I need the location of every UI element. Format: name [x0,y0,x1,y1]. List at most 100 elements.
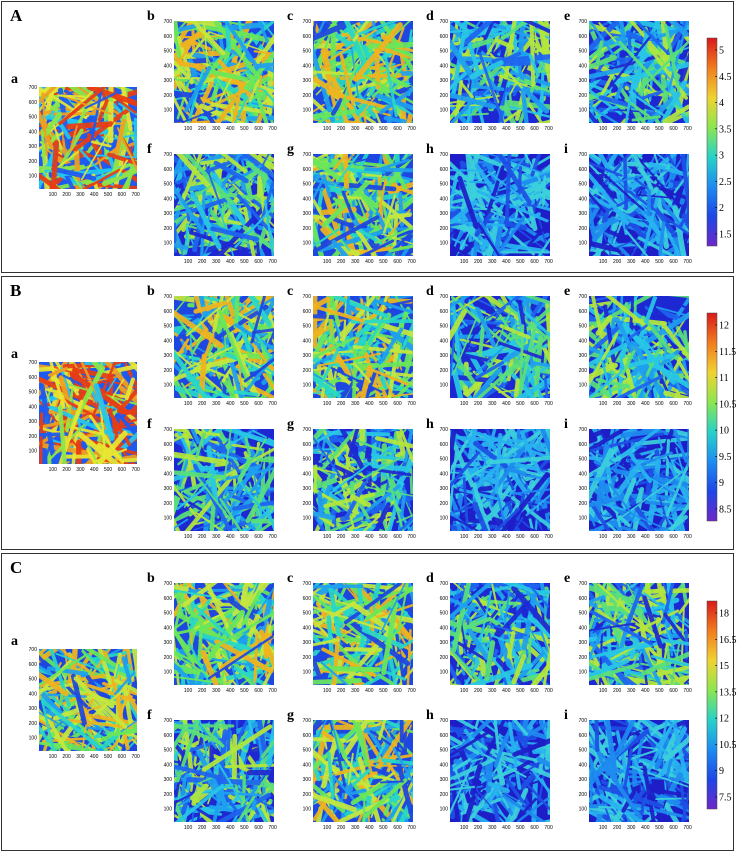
y-tick-label: 200 [440,368,449,374]
colorbar-tick-label: 9 [719,766,724,777]
x-tick-label: 400 [641,825,650,831]
x-tick-label: 500 [379,401,388,407]
y-tick-label: 400 [440,625,449,631]
y-tick-label: 300 [303,211,312,217]
x-tick-label: 500 [240,825,249,831]
x-tick-label: 100 [323,825,332,831]
y-tick-label: 500 [440,611,449,617]
y-tick-label: 500 [164,324,173,330]
y-tick-label: 300 [579,777,588,783]
colorbar-tick-label: 15 [719,661,729,672]
y-tick-label: 300 [440,211,449,217]
y-tick-label: 600 [440,442,449,448]
x-tick-label: 200 [198,259,207,265]
y-tick-label: 600 [303,733,312,739]
x-tick-label: 400 [502,401,511,407]
y-tick-label: 600 [164,442,173,448]
y-tick-label: 500 [579,182,588,188]
x-tick-label: 200 [474,534,483,540]
y-tick-label: 200 [164,93,173,99]
y-tick-label: 700 [579,294,588,300]
y-tick-label: 200 [579,792,588,798]
y-tick-label: 700 [579,427,588,433]
map-panel-i: 700 600 500 400 300 200 100 100 200 300 400 500 600 7… [579,427,692,541]
panel-label-e: e [564,571,571,586]
x-tick-label: 400 [226,401,235,407]
y-tick-label: 200 [303,655,312,661]
x-tick-label: 300 [488,534,497,540]
x-tick-label: 600 [669,126,678,132]
y-tick-label: 700 [579,718,588,724]
colorbar-tick-label: 3.5 [719,124,732,135]
panel-label-g: g [287,708,294,723]
x-tick-label: 600 [530,401,539,407]
y-tick-label: 400 [440,338,449,344]
x-tick-label: 700 [544,825,553,831]
panel-label-b: b [147,9,155,24]
x-tick-label: 300 [212,534,221,540]
x-tick-label: 500 [240,688,249,694]
x-tick-label: 600 [118,192,127,198]
panel-label-d: d [426,9,434,24]
x-tick-label: 500 [104,467,113,473]
x-tick-label: 500 [655,126,664,132]
heatmap-image: 700 600 500 400 300 200 100 100 200 300 400 500 600 7… [29,85,140,198]
heatmap-image: 700 600 500 400 300 200 100 100 200 300 400 500 600 7… [579,294,692,407]
x-tick-label: 700 [544,688,553,694]
y-tick-label: 700 [303,427,312,433]
y-tick-label: 300 [579,78,588,84]
heatmap-image: 700 600 500 400 300 200 100 100 200 300 400 500 600 7… [440,294,553,407]
panel-label-d: d [426,571,434,586]
panel-label-i: i [564,708,568,723]
y-tick-label: 200 [303,368,312,374]
x-tick-label: 600 [530,688,539,694]
y-tick-label: 500 [579,324,588,330]
y-tick-label: 400 [164,471,173,477]
x-tick-label: 400 [502,688,511,694]
x-tick-label: 500 [516,259,525,265]
heatmap-image: 700 600 500 400 300 200 100 100 200 300 400 500 600 7… [303,294,416,407]
x-tick-label: 200 [198,534,207,540]
map-panel-c: 700 600 500 400 300 200 100 100 200 300 400 500 600 7… [303,581,416,695]
colorbar-tick-label: 10.5 [719,399,737,410]
map-panel-a: 700 600 500 400 300 200 100 100 200 300 400 500 600 7… [29,85,140,199]
x-tick-label: 600 [530,825,539,831]
y-tick-label: 500 [303,611,312,617]
y-tick-label: 400 [579,196,588,202]
y-tick-label: 100 [29,736,38,742]
x-tick-label: 600 [254,259,263,265]
x-tick-label: 500 [104,754,113,760]
x-tick-label: 200 [613,825,622,831]
y-tick-label: 500 [440,182,449,188]
heatmap-image: 700 600 500 400 300 200 100 100 200 300 400 500 600 7… [303,718,416,831]
y-tick-label: 100 [164,383,173,389]
x-tick-label: 300 [488,401,497,407]
x-tick-label: 200 [62,754,71,760]
map-panel-h: 700 600 500 400 300 200 100 100 200 300 400 500 600 7… [440,718,553,832]
colorbar-tick-label: 8.5 [719,505,732,516]
x-tick-label: 300 [76,192,85,198]
x-tick-label: 400 [90,754,99,760]
y-tick-label: 600 [579,167,588,173]
x-tick-label: 700 [407,259,416,265]
y-tick-label: 200 [303,93,312,99]
x-tick-label: 400 [90,192,99,198]
y-tick-label: 100 [303,383,312,389]
x-tick-label: 400 [90,467,99,473]
x-tick-label: 100 [184,825,193,831]
y-tick-label: 200 [303,501,312,507]
heatmap-image: 700 600 500 400 300 200 100 100 200 300 400 500 600 7… [579,19,692,132]
x-tick-label: 500 [240,126,249,132]
y-tick-label: 300 [164,211,173,217]
map-panel-d: 700 600 500 400 300 200 100 100 200 300 400 500 600 7… [440,294,553,408]
y-tick-label: 300 [29,144,38,150]
section-label: A [10,6,23,25]
x-tick-label: 100 [599,126,608,132]
map-panel-b: 700 600 500 400 300 200 100 100 200 300 400 500 600 7… [164,19,277,133]
x-tick-label: 400 [226,534,235,540]
y-tick-label: 700 [29,360,38,366]
y-tick-label: 100 [440,670,449,676]
section-label: C [10,558,23,577]
x-tick-label: 600 [254,688,263,694]
